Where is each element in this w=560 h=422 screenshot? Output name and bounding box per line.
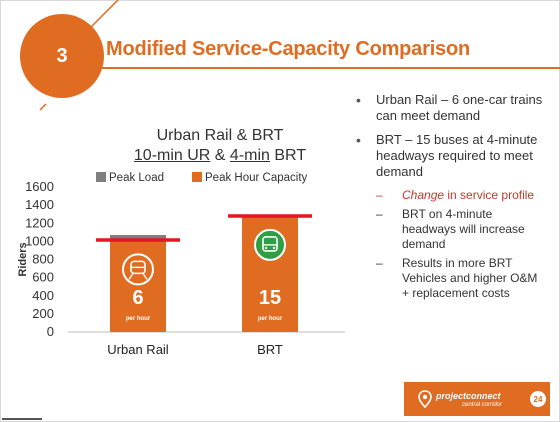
footer-brand-bar: projectconnect central corridor 24: [404, 382, 550, 416]
chart-title-part-4: BRT: [269, 147, 307, 164]
y-tick-label: 0: [47, 324, 54, 339]
legend-swatch: [96, 172, 106, 182]
y-tick-label: 600: [32, 270, 54, 285]
x-category-label: BRT: [257, 342, 283, 357]
chart-title: Urban Rail & BRT 10-min UR & 4-min BRT: [90, 126, 350, 166]
y-tick-label: 1200: [25, 215, 54, 230]
vehicle-count-label: 6: [132, 287, 143, 309]
sub-bullet-headways: BRT on 4-minute headways will increase d…: [356, 207, 546, 252]
page-number: 24: [530, 391, 546, 407]
y-tick-label: 400: [32, 288, 54, 303]
y-tick-label: 1000: [25, 233, 54, 248]
location-pin-icon: [418, 390, 432, 408]
slide-title: Modified Service-Capacity Comparison: [106, 38, 471, 60]
bullet-list: Urban Rail – 6 one-car trains can meet d…: [356, 92, 546, 305]
train-icon-leg-left: [128, 272, 134, 280]
x-category-label: Urban Rail: [107, 342, 169, 357]
y-tick-label: 1400: [25, 197, 54, 212]
y-tick-label: 200: [32, 306, 54, 321]
train-icon-leg-right: [142, 272, 148, 280]
y-tick-label: 800: [32, 252, 54, 267]
legend-label: Peak Hour Capacity: [205, 172, 308, 184]
train-icon: [122, 253, 154, 286]
y-tick-label: 1600: [25, 179, 54, 194]
y-axis-label: Riders: [17, 242, 29, 276]
bullet-urban-rail: Urban Rail – 6 one-car trains can meet d…: [356, 92, 546, 124]
bus-icon-light-left: [264, 246, 268, 250]
brand-subtitle: central corridor: [462, 402, 503, 408]
chart-title-part-1: 10-min UR: [133, 147, 211, 164]
sub-bullet-change: Change in service profile: [356, 188, 546, 203]
chart-title-line1: Urban Rail & BRT: [156, 127, 284, 144]
brand-name: projectconnect: [436, 391, 501, 401]
chart-title-part-2: &: [210, 147, 230, 164]
legend-label: Peak Load: [109, 172, 164, 184]
legend-swatch: [192, 172, 202, 182]
sub-bullet-change-lead: Change: [402, 188, 445, 202]
chart-title-line2: 10-min UR & 4-min BRT: [90, 146, 350, 166]
bus-icon-light-right: [272, 246, 276, 250]
bottom-mark: [2, 418, 42, 420]
sub-bullet-costs: Results in more BRT Vehicles and higher …: [356, 256, 546, 301]
bus-icon-body: [262, 236, 278, 252]
sub-bullet-change-rest: in service profile: [444, 188, 535, 202]
vehicle-count-unit: per hour: [258, 316, 283, 322]
title-underline: [96, 67, 560, 69]
section-number-badge: 3: [20, 14, 104, 98]
decorative-diagonal-line: [39, 0, 119, 111]
bullet-brt: BRT – 15 buses at 4-minute headways requ…: [356, 132, 546, 180]
vehicle-count-label: 15: [259, 287, 281, 309]
chart-title-part-3: 4-min: [229, 147, 270, 164]
vehicle-count-unit: per hour: [126, 316, 151, 322]
section-number: 3: [56, 44, 68, 67]
